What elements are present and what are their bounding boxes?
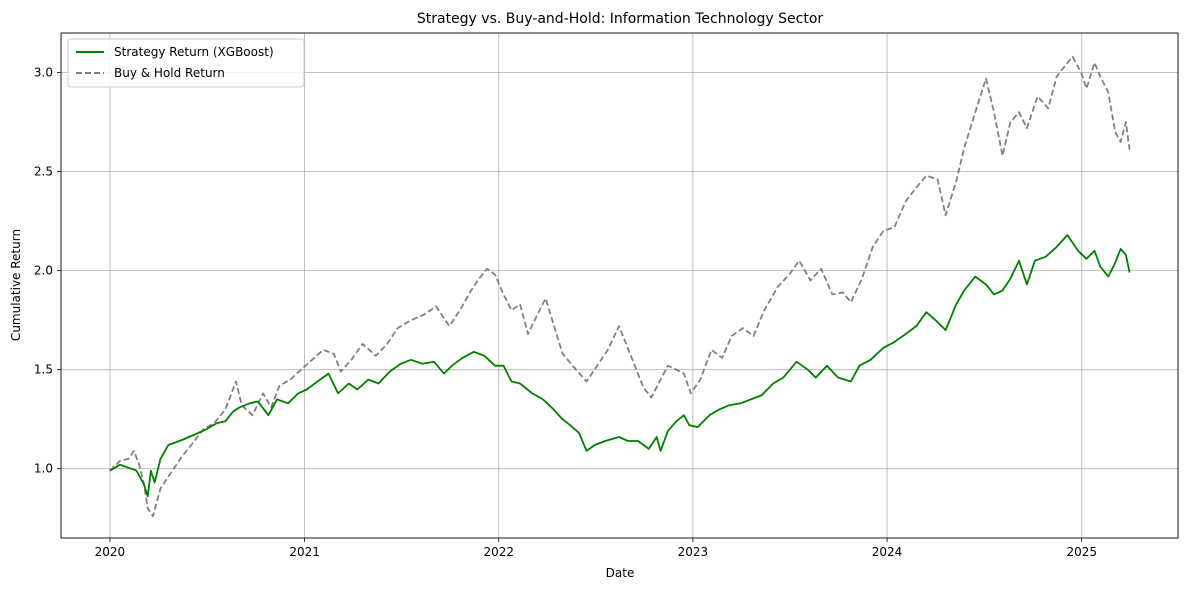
legend-label-strategy: Strategy Return (XGBoost) [114,45,274,59]
y-tick-label: 1.5 [34,363,53,377]
series-layer [109,55,1131,518]
x-axis-label: Date [606,566,635,580]
x-tick-label: 2021 [289,545,320,559]
x-tick-label: 2022 [483,545,514,559]
legend-box [67,38,305,88]
y-tick-label: 1.0 [34,462,53,476]
chart-title: Strategy vs. Buy-and-Hold: Information T… [417,11,824,27]
x-tick-label: 2024 [872,545,903,559]
y-axis-label: Cumulative Return [9,229,23,341]
legend: Strategy Return (XGBoost) Buy & Hold Ret… [67,38,305,88]
y-tick-label: 2.0 [34,264,53,278]
x-tick-label: 2023 [678,545,709,559]
y-tick-label: 3.0 [34,66,53,80]
y-tick-label: 2.5 [34,165,53,179]
x-tick-label: 2020 [95,545,126,559]
tick-layer: 2020 2021 2022 2023 2024 2025 1.0 1.5 2.0 2.5 3.0 [34,66,1097,559]
x-tick-label: 2025 [1066,545,1097,559]
series-line-buy-hold [109,55,1131,518]
plot-frame [60,32,1179,539]
series-line-strategy [109,234,1131,498]
legend-label-buy-hold: Buy & Hold Return [114,66,225,80]
